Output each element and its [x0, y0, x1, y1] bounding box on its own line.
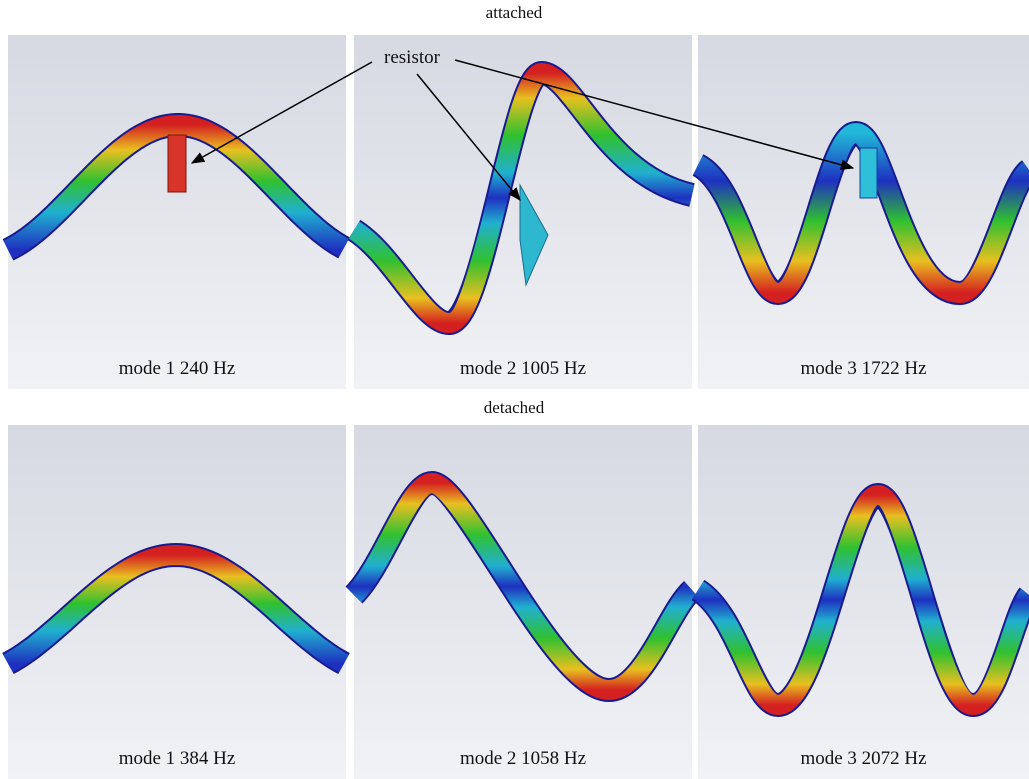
section-title: detached	[484, 398, 545, 417]
beam	[691, 484, 1029, 716]
beam	[3, 115, 349, 259]
beam	[346, 472, 700, 701]
panel: mode 2 1058 Hz	[345, 425, 701, 779]
section-title: attached	[486, 3, 543, 22]
panel-background	[8, 425, 346, 779]
panel: mode 2 1005 Hz	[347, 35, 696, 389]
panel-label: mode 3 2072 Hz	[800, 748, 926, 769]
resistor	[167, 134, 187, 193]
panel-label: mode 2 1005 Hz	[460, 358, 586, 379]
beam	[348, 63, 695, 333]
panel-label: mode 3 1722 Hz	[800, 358, 926, 379]
panel: mode 3 1722 Hz	[691, 35, 1029, 389]
arrow	[454, 59, 855, 171]
arrow	[190, 61, 373, 164]
resistor	[519, 183, 549, 287]
arrow	[416, 73, 521, 202]
resistor	[859, 147, 878, 199]
panel-label: mode 1 384 Hz	[119, 748, 236, 769]
panel-label: mode 2 1058 Hz	[460, 748, 586, 769]
annotation: resistor	[190, 47, 855, 202]
panel-background	[698, 425, 1029, 779]
panel-label: mode 1 240 Hz	[119, 358, 236, 379]
beam	[3, 544, 349, 673]
panel: mode 1 240 Hz	[2, 35, 350, 389]
beam	[692, 122, 1029, 304]
panel: mode 1 384 Hz	[2, 425, 350, 779]
panel: mode 3 2072 Hz	[690, 425, 1029, 779]
annotation-label: resistor	[384, 47, 441, 68]
panel-background	[698, 35, 1029, 389]
